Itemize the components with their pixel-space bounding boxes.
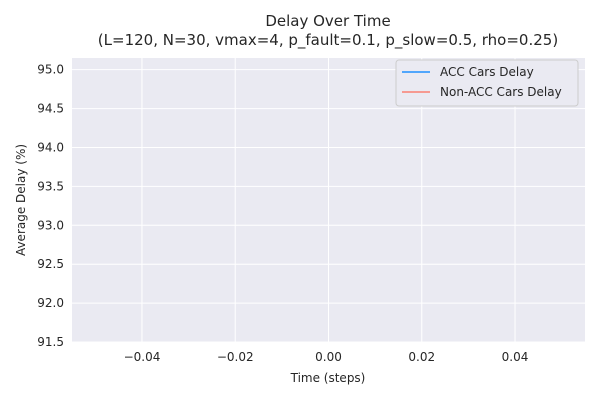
y-tick-label: 95.0 [37, 63, 64, 77]
x-tick-label: 0.04 [502, 350, 529, 364]
x-tick-labels: −0.04 −0.02 0.00 0.02 0.04 [124, 350, 529, 364]
y-tick-label: 94.0 [37, 140, 64, 154]
grid-lines [72, 58, 585, 343]
x-tick-label: 0.00 [315, 350, 342, 364]
y-tick-labels: 91.5 92.0 92.5 93.0 93.5 94.0 94.5 95.0 [37, 63, 64, 349]
legend-label-acc: ACC Cars Delay [440, 65, 534, 79]
x-tick-label: −0.04 [124, 350, 161, 364]
y-tick-label: 94.5 [37, 102, 64, 116]
chart-title: Delay Over Time [265, 12, 390, 30]
y-axis-label: Average Delay (%) [14, 144, 28, 256]
legend-box [395, 59, 579, 107]
legend-label-non-acc: Non-ACC Cars Delay [440, 85, 562, 99]
chart-subtitle: (L=120, N=30, vmax=4, p_fault=0.1, p_slo… [98, 31, 558, 50]
y-tick-label: 92.0 [37, 296, 64, 310]
y-tick-label: 91.5 [37, 335, 64, 349]
y-tick-label: 93.0 [37, 218, 64, 232]
y-tick-label: 93.5 [37, 179, 64, 193]
y-tick-label: 92.5 [37, 257, 64, 271]
legend: ACC Cars Delay Non-ACC Cars Delay [395, 59, 579, 107]
x-axis-label: Time (steps) [290, 371, 366, 385]
x-tick-label: −0.02 [217, 350, 254, 364]
x-tick-label: 0.02 [408, 350, 435, 364]
